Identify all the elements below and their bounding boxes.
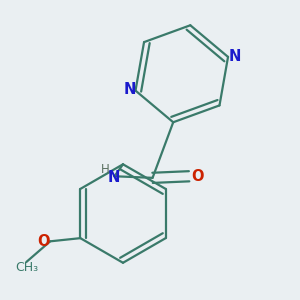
Text: CH₃: CH₃ [15,261,38,274]
Text: O: O [37,234,50,249]
Text: N: N [229,49,241,64]
Text: H: H [101,163,110,176]
Text: N: N [124,82,136,97]
Text: N: N [107,170,120,185]
Text: O: O [192,169,204,184]
